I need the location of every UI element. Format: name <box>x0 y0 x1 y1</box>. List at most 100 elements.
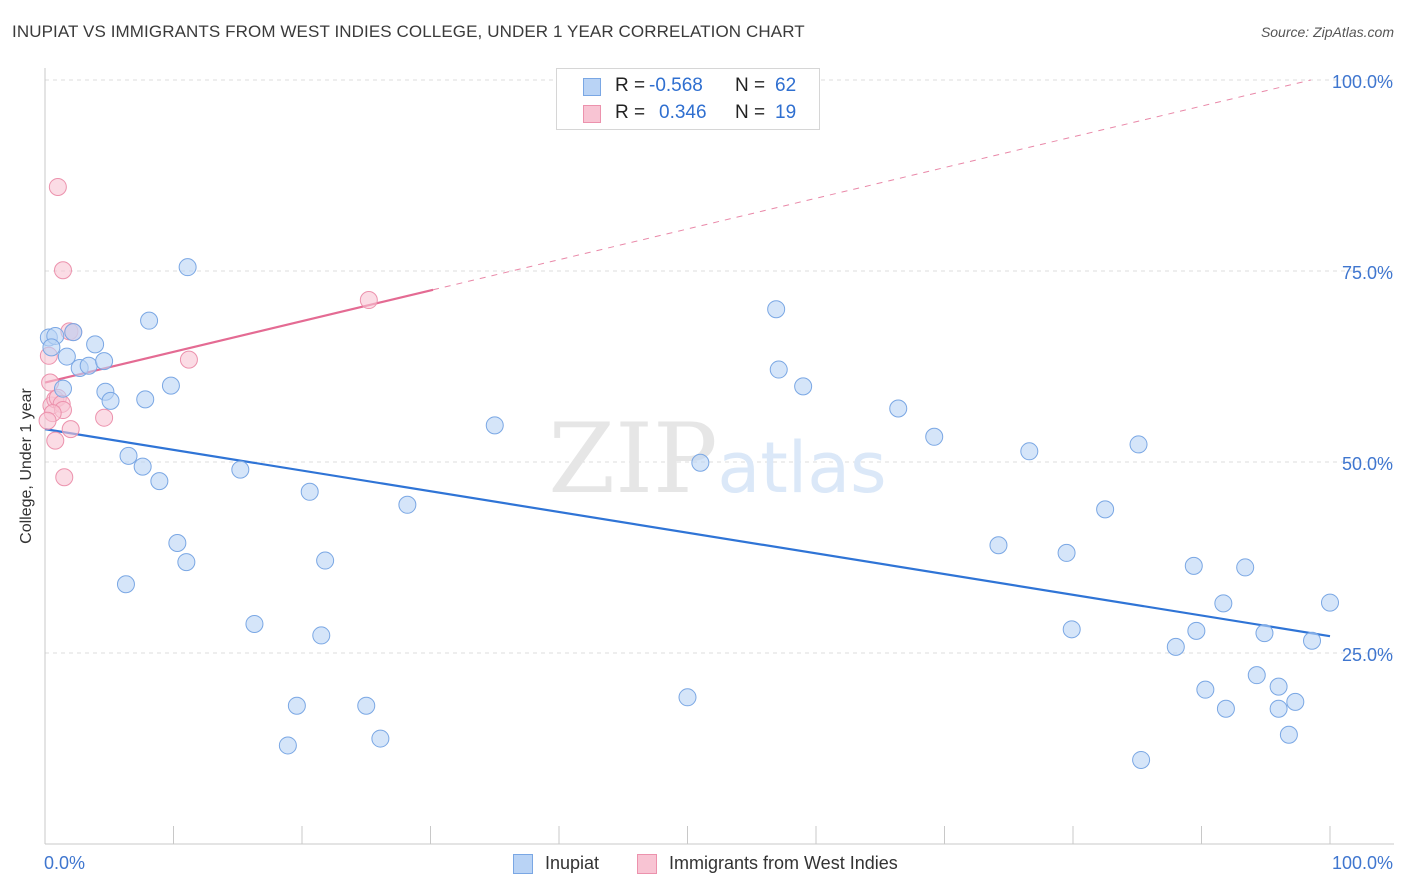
source-credit: Source: ZipAtlas.com <box>1260 24 1394 40</box>
watermark: ZIP atlas <box>548 403 886 515</box>
legend-row-west-indies: R = 0.346 N = 19 <box>557 101 819 127</box>
point-inupiat <box>769 360 788 379</box>
point-inupiat <box>245 614 264 633</box>
point-inupiat <box>794 377 813 396</box>
legend-r-value: 0.346 <box>659 102 707 123</box>
x-tick-label: 0.0% <box>44 853 85 873</box>
point-west-indies <box>179 350 198 369</box>
y-tick-label: 25.0% <box>1342 645 1393 665</box>
point-inupiat <box>1269 677 1288 696</box>
point-west-indies <box>61 420 80 439</box>
point-inupiat <box>79 356 98 375</box>
legend-label-west-indies: Immigrants from West Indies <box>669 853 898 873</box>
point-west-indies <box>38 411 57 430</box>
point-west-indies <box>48 177 67 196</box>
point-inupiat <box>398 495 417 514</box>
point-inupiat <box>86 335 105 354</box>
legend-row-inupiat: R = -0.568 N = 62 <box>557 74 819 100</box>
point-inupiat <box>95 352 114 371</box>
legend-n-value: 62 <box>775 75 797 96</box>
point-inupiat <box>42 338 61 357</box>
point-inupiat <box>231 460 250 479</box>
trend-line-inupiat <box>44 428 1331 638</box>
legend-r-value: -0.568 <box>649 75 703 96</box>
point-inupiat <box>64 323 83 342</box>
point-inupiat <box>1286 692 1305 711</box>
x-tick-label: 100.0% <box>1332 853 1393 873</box>
point-inupiat <box>1269 699 1288 718</box>
trend-lines <box>44 79 1331 638</box>
point-inupiat <box>119 446 138 465</box>
point-inupiat <box>989 536 1008 555</box>
point-inupiat <box>357 696 376 715</box>
point-inupiat <box>1166 637 1185 656</box>
y-tick-label: 50.0% <box>1342 454 1393 474</box>
point-inupiat <box>1187 621 1206 640</box>
point-inupiat <box>278 736 297 755</box>
point-inupiat <box>136 390 155 409</box>
point-inupiat <box>1247 666 1266 685</box>
point-inupiat <box>53 379 72 398</box>
point-inupiat <box>1303 631 1322 650</box>
point-inupiat <box>300 482 319 501</box>
point-inupiat <box>1057 543 1076 562</box>
point-inupiat <box>1184 556 1203 575</box>
watermark-zip: ZIP <box>548 403 717 515</box>
point-inupiat <box>178 258 197 277</box>
y-tick-label: 75.0% <box>1342 263 1393 283</box>
point-inupiat <box>1132 750 1151 769</box>
tick-labels: 25.0% 50.0% 75.0% 100.0% 0.0% 100.0% <box>44 72 1393 873</box>
point-inupiat <box>678 688 697 707</box>
point-inupiat <box>1279 725 1298 744</box>
point-inupiat <box>57 347 76 366</box>
point-inupiat <box>1216 699 1235 718</box>
axes <box>44 68 1394 845</box>
watermark-atlas: atlas <box>717 427 886 509</box>
point-inupiat <box>1321 593 1339 612</box>
point-inupiat <box>1196 680 1215 699</box>
point-inupiat <box>316 551 335 570</box>
point-west-indies <box>55 468 74 487</box>
point-inupiat <box>168 533 187 552</box>
point-inupiat <box>161 376 180 395</box>
legend-swatch-west-indies <box>637 854 657 874</box>
point-inupiat <box>150 472 169 491</box>
point-inupiat <box>691 453 710 472</box>
legend-swatch-west-indies <box>583 105 601 123</box>
point-inupiat <box>925 427 944 446</box>
legend-swatch-inupiat <box>513 854 533 874</box>
legend-swatch-inupiat <box>583 78 601 96</box>
point-inupiat <box>889 399 908 418</box>
y-tick-label: 100.0% <box>1332 72 1393 92</box>
point-inupiat <box>116 575 135 594</box>
point-inupiat <box>140 311 159 330</box>
legend-n-value: 19 <box>775 102 797 123</box>
point-inupiat <box>485 416 504 435</box>
point-inupiat <box>287 696 306 715</box>
point-inupiat <box>1214 594 1233 613</box>
point-west-indies <box>359 291 378 310</box>
legend-n-label: N = <box>735 75 766 96</box>
point-inupiat <box>1096 500 1115 519</box>
series-west-indies-points <box>38 177 378 487</box>
point-inupiat <box>1236 558 1255 577</box>
point-inupiat <box>133 457 152 476</box>
legend-label-inupiat: Inupiat <box>545 853 600 873</box>
legend-n-label: N = <box>735 102 766 123</box>
point-inupiat <box>371 729 390 748</box>
point-inupiat <box>312 626 331 645</box>
point-inupiat <box>1129 435 1148 454</box>
point-inupiat <box>101 391 120 410</box>
point-inupiat <box>767 300 786 319</box>
point-inupiat <box>1062 620 1081 639</box>
legend-r-label: R = <box>615 102 646 123</box>
chart-title: INUPIAT VS IMMIGRANTS FROM WEST INDIES C… <box>12 22 805 41</box>
point-west-indies <box>53 261 72 280</box>
correlation-legend: R = -0.568 N = 62 R = 0.346 N = 19 <box>556 68 820 130</box>
point-west-indies <box>95 408 114 427</box>
point-inupiat <box>177 553 196 572</box>
point-inupiat <box>1255 624 1274 643</box>
legend-r-label: R = <box>615 75 646 96</box>
series-legend: Inupiat Immigrants from West Indies <box>0 852 1406 878</box>
